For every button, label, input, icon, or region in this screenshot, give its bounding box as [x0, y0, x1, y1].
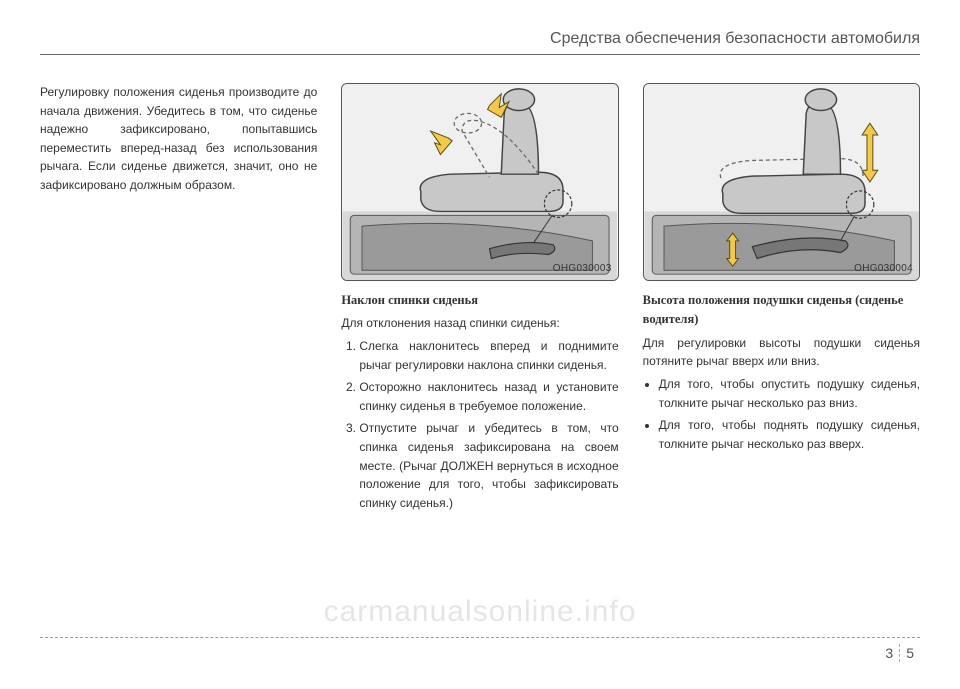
- content-columns: Регулировку положения сиденья производит…: [40, 83, 920, 516]
- chapter-number: 3: [879, 644, 899, 662]
- figure-code: OHG030003: [553, 261, 612, 277]
- watermark: carmanualsonline.info: [0, 595, 960, 629]
- height-heading: Высота положения подушки сиденья (сидень…: [643, 291, 920, 330]
- recline-heading: Наклон спинки сиденья: [341, 291, 618, 310]
- recline-lead: Для отклонения назад спинки сиденья:: [341, 314, 618, 333]
- page-section-title: Средства обеспечения безопасности автомо…: [40, 30, 920, 55]
- recline-steps: Слегка наклонитесь вперед и поднимите ры…: [341, 337, 618, 512]
- seat-height-illustration: [644, 84, 919, 280]
- height-bullet: Для того, чтобы опустить подушку сиденья…: [659, 375, 920, 412]
- height-bullet: Для того, чтобы поднять подушку сиденья,…: [659, 416, 920, 453]
- manual-page: Средства обеспечения безопасности автомо…: [0, 0, 960, 689]
- seat-recline-illustration: [342, 84, 617, 280]
- intro-paragraph: Регулировку положения сиденья производит…: [40, 83, 317, 195]
- figure-code: OHG030004: [854, 261, 913, 277]
- column-3: OHG030004 Высота положения подушки сиден…: [643, 83, 920, 516]
- column-1: Регулировку положения сиденья производит…: [40, 83, 317, 516]
- recline-step: Осторожно наклонитесь назад и установите…: [359, 378, 618, 415]
- height-lead: Для регулировки высоты подушки сиденья п…: [643, 334, 920, 371]
- figure-seat-height: OHG030004: [643, 83, 920, 281]
- recline-step: Слегка наклонитесь вперед и поднимите ры…: [359, 337, 618, 374]
- figure-seat-recline: OHG030003: [341, 83, 618, 281]
- page-index: 5: [899, 644, 920, 662]
- recline-step: Отпустите рычаг и убедитесь в том, что с…: [359, 419, 618, 512]
- page-number: 3 5: [879, 644, 920, 662]
- height-bullets: Для того, чтобы опустить подушку сиденья…: [643, 375, 920, 453]
- column-2: OHG030003 Наклон спинки сиденья Для откл…: [341, 83, 618, 516]
- page-footer: 3 5: [40, 637, 920, 671]
